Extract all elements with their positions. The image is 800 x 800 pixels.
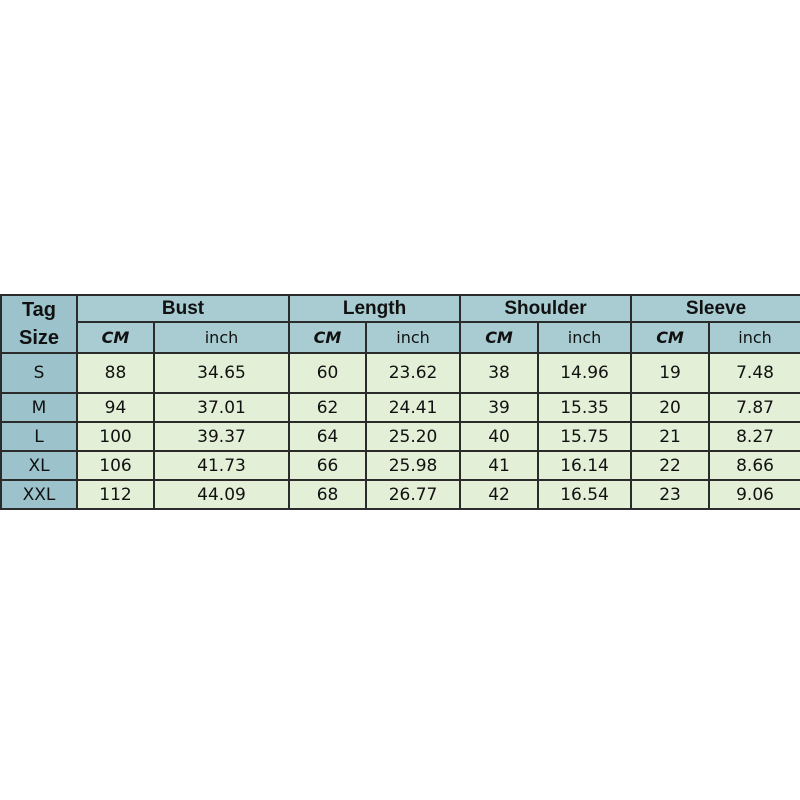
value-cell: 20 (630, 392, 711, 423)
group-header-shoulder: Shoulder (459, 293, 633, 324)
value-cell: 41 (459, 450, 540, 481)
value-cell: 39.37 (152, 421, 291, 452)
value-cell: 88 (76, 352, 155, 394)
value-cell: 94 (76, 392, 155, 423)
size-cell: XXL (0, 479, 78, 510)
value-cell: 24.41 (365, 392, 462, 423)
value-cell: 23 (630, 479, 711, 510)
unit-header-inch: inch (152, 321, 291, 354)
value-cell: 112 (76, 479, 155, 510)
value-cell: 21 (630, 421, 711, 452)
unit-header-cm: CM (630, 321, 711, 354)
unit-header-inch: inch (365, 321, 462, 354)
value-cell: 37.01 (152, 392, 291, 423)
table-row: XL 106 41.73 66 25.98 41 16.14 22 8.66 (0, 450, 800, 481)
size-cell: L (0, 421, 78, 452)
value-cell: 100 (76, 421, 155, 452)
value-cell: 66 (288, 450, 368, 481)
value-cell: 22 (630, 450, 711, 481)
value-cell: 68 (288, 479, 368, 510)
table-row: M 94 37.01 62 24.41 39 15.35 20 7.87 (0, 392, 800, 423)
value-cell: 23.62 (365, 352, 462, 394)
value-cell: 42 (459, 479, 540, 510)
value-cell: 34.65 (152, 352, 291, 394)
value-cell: 25.98 (365, 450, 462, 481)
value-cell: 7.87 (708, 392, 800, 423)
value-cell: 39 (459, 392, 540, 423)
value-cell: 25.20 (365, 421, 462, 452)
value-cell: 15.75 (537, 421, 633, 452)
group-header-length: Length (288, 293, 462, 324)
size-cell: S (0, 352, 78, 394)
value-cell: 106 (76, 450, 155, 481)
unit-header-inch: inch (537, 321, 633, 354)
value-cell: 64 (288, 421, 368, 452)
value-cell: 16.14 (537, 450, 633, 481)
value-cell: 44.09 (152, 479, 291, 510)
value-cell: 15.35 (537, 392, 633, 423)
unit-header-inch: inch (708, 321, 800, 354)
group-header-bust: Bust (75, 293, 291, 324)
value-cell: 40 (459, 421, 540, 452)
value-cell: 16.54 (537, 479, 633, 510)
value-cell: 8.27 (708, 421, 800, 452)
table-row: XXL 112 44.09 68 26.77 42 16.54 23 9.06 (0, 479, 800, 510)
value-cell: 8.66 (708, 450, 800, 481)
table-row: S 88 34.65 60 23.62 38 14.96 19 7.48 (0, 352, 800, 394)
value-cell: 62 (288, 392, 368, 423)
value-cell: 26.77 (365, 479, 462, 510)
size-cell: XL (0, 450, 78, 481)
size-chart-table: Tag Size Bust Length Shoulder Sleeve CM in… (0, 293, 800, 510)
group-header-sleeve: Sleeve (630, 293, 800, 324)
value-cell: 14.96 (537, 352, 633, 394)
value-cell: 9.06 (708, 479, 800, 510)
value-cell: 19 (630, 352, 711, 394)
unit-header-cm: CM (288, 321, 368, 354)
value-cell: 7.48 (708, 352, 800, 394)
value-cell: 41.73 (152, 450, 291, 481)
size-cell: M (0, 392, 78, 423)
value-cell: 38 (459, 352, 540, 394)
unit-header-cm: CM (76, 321, 155, 354)
value-cell: 60 (288, 352, 368, 394)
tag-size-header: Tag Size (0, 294, 78, 354)
table-row: L 100 39.37 64 25.20 40 15.75 21 8.27 (0, 421, 800, 452)
unit-header-cm: CM (459, 321, 540, 354)
